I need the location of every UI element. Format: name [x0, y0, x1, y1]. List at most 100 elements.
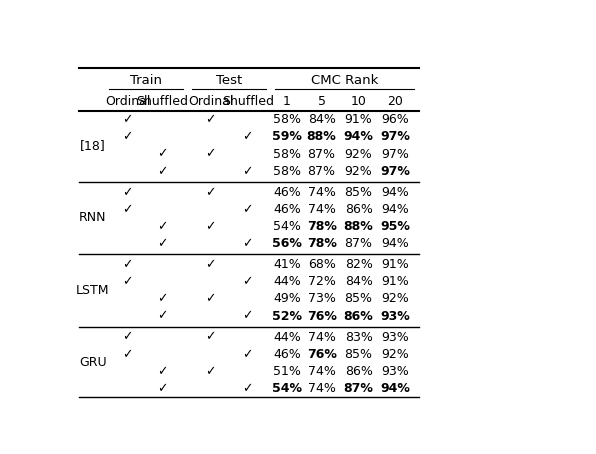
Text: ✓: ✓ — [243, 237, 253, 250]
Text: 59%: 59% — [272, 130, 302, 143]
Text: 92%: 92% — [381, 292, 409, 306]
Text: ✓: ✓ — [206, 292, 216, 306]
Text: 74%: 74% — [308, 365, 336, 378]
Text: ✓: ✓ — [206, 148, 216, 161]
Text: RNN: RNN — [79, 212, 107, 224]
Text: Train: Train — [130, 74, 162, 87]
Text: 10: 10 — [350, 95, 367, 108]
Text: 20: 20 — [387, 95, 403, 108]
Text: ✓: ✓ — [157, 365, 167, 378]
Text: ✓: ✓ — [206, 258, 216, 271]
Text: 91%: 91% — [381, 275, 409, 288]
Text: 94%: 94% — [381, 382, 411, 395]
Text: ✓: ✓ — [206, 365, 216, 378]
Text: 74%: 74% — [308, 203, 336, 216]
Text: 86%: 86% — [344, 310, 374, 323]
Text: 56%: 56% — [272, 237, 302, 250]
Text: 74%: 74% — [308, 186, 336, 199]
Text: 92%: 92% — [344, 165, 372, 178]
Text: 44%: 44% — [273, 275, 301, 288]
Text: 72%: 72% — [308, 275, 336, 288]
Text: ✓: ✓ — [243, 130, 253, 143]
Text: 46%: 46% — [273, 203, 301, 216]
Text: 92%: 92% — [344, 148, 372, 161]
Text: Shuffled: Shuffled — [222, 95, 274, 108]
Text: 78%: 78% — [307, 220, 337, 233]
Text: 52%: 52% — [272, 310, 302, 323]
Text: 94%: 94% — [344, 130, 374, 143]
Text: 41%: 41% — [273, 258, 301, 271]
Text: 76%: 76% — [307, 348, 337, 361]
Text: 84%: 84% — [344, 275, 372, 288]
Text: 87%: 87% — [344, 382, 374, 395]
Text: Ordinal: Ordinal — [105, 95, 150, 108]
Text: ✓: ✓ — [157, 382, 167, 395]
Text: Test: Test — [216, 74, 243, 87]
Text: ✓: ✓ — [157, 237, 167, 250]
Text: 58%: 58% — [273, 165, 301, 178]
Text: 95%: 95% — [381, 220, 411, 233]
Text: 49%: 49% — [273, 292, 301, 306]
Text: 93%: 93% — [381, 331, 409, 344]
Text: 97%: 97% — [381, 148, 409, 161]
Text: ✓: ✓ — [122, 258, 133, 271]
Text: 91%: 91% — [344, 114, 372, 126]
Text: ✓: ✓ — [122, 114, 133, 126]
Text: 92%: 92% — [381, 348, 409, 361]
Text: ✓: ✓ — [206, 220, 216, 233]
Text: 46%: 46% — [273, 186, 301, 199]
Text: ✓: ✓ — [243, 382, 253, 395]
Text: 87%: 87% — [308, 165, 336, 178]
Text: 86%: 86% — [344, 365, 372, 378]
Text: ✓: ✓ — [122, 331, 133, 344]
Text: ✓: ✓ — [243, 275, 253, 288]
Text: ✓: ✓ — [206, 331, 216, 344]
Text: 68%: 68% — [308, 258, 336, 271]
Text: ✓: ✓ — [122, 203, 133, 216]
Text: ✓: ✓ — [243, 165, 253, 178]
Text: 97%: 97% — [381, 130, 411, 143]
Text: ✓: ✓ — [157, 310, 167, 323]
Text: ✓: ✓ — [157, 292, 167, 306]
Text: 5: 5 — [318, 95, 325, 108]
Text: ✓: ✓ — [122, 275, 133, 288]
Text: GRU: GRU — [79, 356, 107, 369]
Text: ✓: ✓ — [122, 130, 133, 143]
Text: 97%: 97% — [381, 165, 411, 178]
Text: 1: 1 — [283, 95, 291, 108]
Text: 85%: 85% — [344, 186, 372, 199]
Text: 44%: 44% — [273, 331, 301, 344]
Text: 87%: 87% — [308, 148, 336, 161]
Text: ✓: ✓ — [243, 310, 253, 323]
Text: 88%: 88% — [344, 220, 374, 233]
Text: 94%: 94% — [381, 186, 409, 199]
Text: ✓: ✓ — [206, 114, 216, 126]
Text: ✓: ✓ — [157, 165, 167, 178]
Text: 93%: 93% — [381, 310, 411, 323]
Text: 87%: 87% — [344, 237, 372, 250]
Text: 74%: 74% — [308, 382, 336, 395]
Text: 51%: 51% — [273, 365, 301, 378]
Text: [18]: [18] — [80, 139, 106, 152]
Text: 85%: 85% — [344, 292, 372, 306]
Text: 93%: 93% — [381, 365, 409, 378]
Text: 58%: 58% — [273, 148, 301, 161]
Text: 76%: 76% — [307, 310, 337, 323]
Text: ✓: ✓ — [243, 203, 253, 216]
Text: 96%: 96% — [381, 114, 409, 126]
Text: Ordinal: Ordinal — [188, 95, 234, 108]
Text: 58%: 58% — [273, 114, 301, 126]
Text: 46%: 46% — [273, 348, 301, 361]
Text: ✓: ✓ — [122, 348, 133, 361]
Text: 78%: 78% — [307, 237, 337, 250]
Text: 74%: 74% — [308, 331, 336, 344]
Text: LSTM: LSTM — [76, 284, 110, 297]
Text: 86%: 86% — [344, 203, 372, 216]
Text: 84%: 84% — [308, 114, 336, 126]
Text: 83%: 83% — [344, 331, 372, 344]
Text: 91%: 91% — [381, 258, 409, 271]
Text: Shuffled: Shuffled — [136, 95, 188, 108]
Text: ✓: ✓ — [122, 186, 133, 199]
Text: ✓: ✓ — [243, 348, 253, 361]
Text: ✓: ✓ — [157, 148, 167, 161]
